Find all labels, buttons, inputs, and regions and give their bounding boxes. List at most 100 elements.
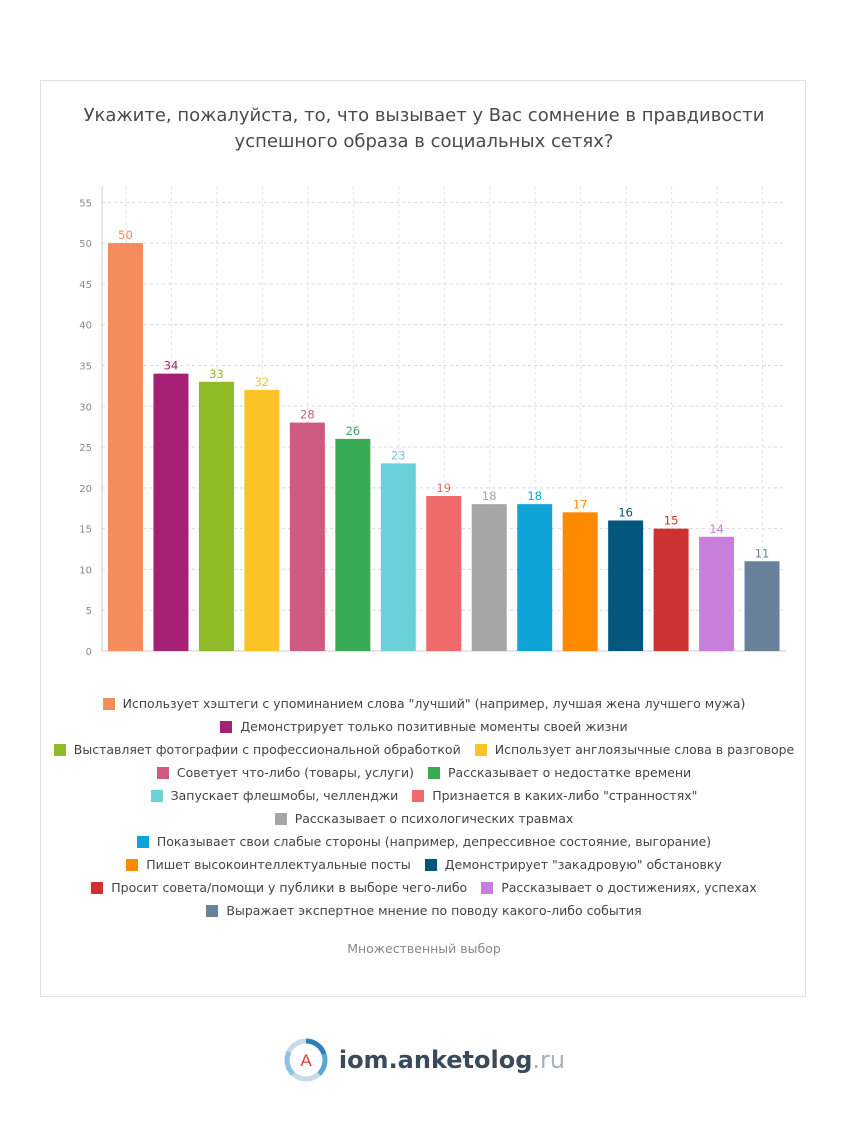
y-tick-label: 5 [86,606,92,617]
y-tick-label: 0 [86,647,92,658]
bar[interactable] [335,438,371,651]
y-tick-label: 35 [79,361,92,372]
bar[interactable] [471,504,507,651]
y-tick-label: 45 [79,280,92,291]
legend-row: Выражает экспертное мнение по поводу как… [41,899,807,922]
legend-item[interactable]: Выражает экспертное мнение по поводу как… [206,903,642,918]
bar[interactable] [108,243,143,651]
bar[interactable] [244,389,280,651]
legend-item[interactable]: Пишет высокоинтеллектуальные посты [126,857,411,872]
legend-item[interactable]: Запускает флешмобы, челленджи [150,788,399,803]
legend-row: Просит совета/помощи у публики в выборе … [41,876,807,899]
bar[interactable] [380,463,416,651]
svg-text:A: A [300,1051,312,1070]
bar[interactable] [744,561,780,651]
legend-item[interactable]: Просит совета/помощи у публики в выборе … [91,880,467,895]
legend-label: Использует англоязычные слова в разговор… [494,742,795,757]
bar[interactable] [426,496,462,651]
legend-item[interactable]: Признается в каких-либо "странностях" [412,788,697,803]
chart-title-line-1: Укажите, пожалуйста, то, что вызывает у … [83,105,765,126]
legend-row: Демонстрирует только позитивные моменты … [41,715,807,738]
data-label: 15 [664,514,679,528]
legend-item[interactable]: Использует хэштеги с упоминанием слова "… [102,696,746,711]
data-label: 32 [255,375,270,389]
chart-title-line-2: успешного образа в социальных сетях? [234,131,614,152]
y-tick-label: 40 [79,321,92,332]
legend-swatch [474,743,487,756]
y-tick-label: 20 [79,484,92,495]
data-label: 14 [709,522,724,536]
legend-swatch [53,743,66,756]
bar[interactable] [198,381,234,651]
anketolog-logo-icon: A [284,1038,328,1082]
bar[interactable] [289,422,325,651]
legend-swatch [428,766,440,779]
legend-label: Выставляет фотографии с профессиональной… [73,742,461,757]
legend-label: Рассказывает о достижениях, успехах [501,880,757,895]
legend-row: Пишет высокоинтеллектуальные посты Демонс… [41,853,807,876]
legend-swatch [274,812,287,825]
y-tick-label: 15 [79,525,92,536]
legend-row: Советует что-либо (товары, услуги) Расска… [41,761,807,784]
y-tick-label: 50 [79,239,92,250]
data-label: 34 [164,359,179,373]
legend-item[interactable]: Демонстрирует "закадровую" обстановку [424,857,722,872]
legend-swatch [91,881,104,894]
legend-item[interactable]: Показывает свои слабые стороны (например… [136,834,712,849]
legend-label: Выражает экспертное мнение по поводу как… [226,903,642,918]
legend-label: Запускает флешмобы, челленджи [170,788,399,803]
bar[interactable] [153,373,189,651]
chart-legend: Использует хэштеги с упоминанием слова "… [41,692,807,922]
legend-item[interactable]: Советует что-либо (товары, услуги) [156,765,414,780]
legend-label: Показывает свои слабые стороны (например… [156,834,712,849]
data-label: 17 [573,497,588,511]
bar[interactable] [653,528,689,651]
data-label: 50 [118,228,133,242]
data-label: 16 [618,505,633,519]
legend-item[interactable]: Выставляет фотографии с профессиональной… [53,742,461,757]
multiple-choice-note: Множественный выбор [347,941,501,956]
legend-label: Признается в каких-либо "странностях" [432,788,698,803]
legend-label: Демонстрирует "закадровую" обстановку [444,857,722,872]
legend-swatch [412,789,425,802]
legend-label: Рассказывает о недостатке времени [448,765,692,780]
legend-swatch [206,904,219,917]
chart-title: Укажите, пожалуйста, то, что вызывает у … [41,103,807,155]
legend-label: Демонстрирует только позитивные моменты … [240,719,628,734]
legend-row: Показывает свои слабые стороны (например… [41,830,807,853]
data-label: 18 [482,489,497,503]
legend-swatch [220,720,233,733]
brand-name: iom.anketolog.ru [338,1046,566,1074]
legend-label: Использует хэштеги с упоминанием слова "… [122,696,746,711]
legend-item[interactable]: Рассказывает о недостатке времени [428,765,691,780]
legend-swatch [126,858,139,871]
bar[interactable] [562,512,598,651]
brand-logo[interactable]: A iom.anketolog.ru [0,1036,848,1084]
legend-label: Просит совета/помощи у публики в выборе … [111,880,468,895]
data-label: 28 [300,408,315,422]
legend-swatch [136,835,149,848]
bar[interactable] [517,504,553,651]
legend-label: Советует что-либо (товары, услуги) [176,765,414,780]
chart-card: Укажите, пожалуйста, то, что вызывает у … [40,80,806,997]
legend-row: Использует хэштеги с упоминанием слова "… [41,692,807,715]
y-tick-label: 25 [79,443,92,454]
legend-item[interactable]: Использует англоязычные слова в разговор… [474,742,795,757]
y-tick-label: 10 [79,565,92,576]
y-tick-label: 30 [79,402,92,413]
legend-row: Запускает флешмобы, челленджи Признается … [41,784,807,807]
data-label: 19 [436,481,451,495]
data-label: 18 [527,489,542,503]
legend-swatch [150,789,163,802]
legend-item[interactable]: Рассказывает о достижениях, успехах [481,880,757,895]
legend-item[interactable]: Рассказывает о психологических травмах [274,811,573,826]
bar[interactable] [608,520,644,651]
legend-swatch [156,766,169,779]
legend-row: Выставляет фотографии с профессиональной… [41,738,807,761]
legend-label: Пишет высокоинтеллектуальные посты [146,857,411,872]
data-label: 26 [346,424,361,438]
legend-item[interactable]: Демонстрирует только позитивные моменты … [220,719,628,734]
data-label: 11 [755,546,770,560]
bar[interactable] [699,536,735,651]
data-label: 33 [209,367,224,381]
